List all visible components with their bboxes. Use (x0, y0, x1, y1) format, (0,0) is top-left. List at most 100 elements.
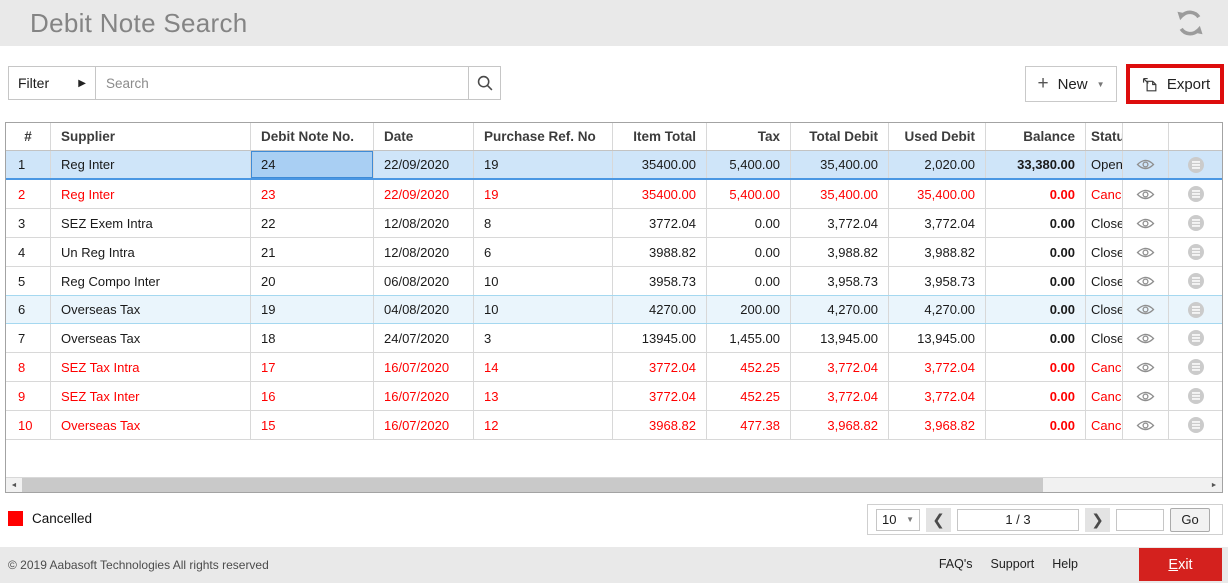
cell-status[interactable]: Closed (1086, 267, 1123, 295)
cell-status[interactable]: Closed (1086, 296, 1123, 323)
cell-purchase-ref[interactable]: 14 (474, 353, 613, 381)
table-row[interactable]: 10 Overseas Tax 15 16/07/2020 12 3968.82… (6, 411, 1222, 440)
cell-num[interactable]: 4 (6, 238, 51, 266)
horizontal-scrollbar[interactable]: ◄ ► (6, 477, 1222, 492)
cell-purchase-ref[interactable]: 6 (474, 238, 613, 266)
view-row-button[interactable] (1123, 180, 1169, 208)
cell-supplier[interactable]: SEZ Tax Inter (51, 382, 251, 410)
cell-item-total[interactable]: 3772.04 (613, 209, 707, 237)
footer-link-help[interactable]: Help (1052, 557, 1078, 571)
table-row[interactable]: 6 Overseas Tax 19 04/08/2020 10 4270.00 … (6, 295, 1222, 324)
col-header-item-total[interactable]: Item Total (613, 123, 707, 150)
cell-tax[interactable]: 0.00 (707, 209, 791, 237)
cell-supplier[interactable]: Reg Inter (51, 151, 251, 178)
view-row-button[interactable] (1123, 209, 1169, 237)
cell-status[interactable]: Cancelled (1086, 353, 1123, 381)
cell-total-debit[interactable]: 35,400.00 (791, 180, 889, 208)
cell-balance[interactable]: 0.00 (986, 353, 1086, 381)
cell-tax[interactable]: 200.00 (707, 296, 791, 323)
cell-balance[interactable]: 0.00 (986, 411, 1086, 439)
page-size-select[interactable]: 10 ▼ (876, 508, 920, 531)
cell-supplier[interactable]: SEZ Exem Intra (51, 209, 251, 237)
cell-status[interactable]: Cancelled (1086, 411, 1123, 439)
cell-num[interactable]: 10 (6, 411, 51, 439)
cell-total-debit[interactable]: 3,988.82 (791, 238, 889, 266)
table-row[interactable]: 9 SEZ Tax Inter 16 16/07/2020 13 3772.04… (6, 382, 1222, 411)
cell-num[interactable]: 8 (6, 353, 51, 381)
cell-purchase-ref[interactable]: 8 (474, 209, 613, 237)
cell-debit-note-no[interactable]: 24 (251, 151, 374, 178)
goto-page-input[interactable] (1116, 508, 1164, 531)
cell-supplier[interactable]: Overseas Tax (51, 324, 251, 352)
cell-supplier[interactable]: Reg Inter (51, 180, 251, 208)
table-row[interactable]: 8 SEZ Tax Intra 17 16/07/2020 14 3772.04… (6, 353, 1222, 382)
new-button[interactable]: + New ▼ (1025, 66, 1117, 102)
view-row-button[interactable] (1123, 411, 1169, 439)
cell-purchase-ref[interactable]: 19 (474, 180, 613, 208)
next-page-button[interactable]: ❯ (1085, 507, 1110, 532)
cell-status[interactable]: Open (1086, 151, 1123, 178)
row-actions-button[interactable] (1169, 382, 1222, 410)
table-row[interactable]: 3 SEZ Exem Intra 22 12/08/2020 8 3772.04… (6, 209, 1222, 238)
cell-item-total[interactable]: 4270.00 (613, 296, 707, 323)
cell-used-debit[interactable]: 3,772.04 (889, 382, 986, 410)
cell-total-debit[interactable]: 3,968.82 (791, 411, 889, 439)
view-row-button[interactable] (1123, 353, 1169, 381)
cell-supplier[interactable]: Reg Compo Inter (51, 267, 251, 295)
cell-num[interactable]: 5 (6, 267, 51, 295)
col-header-num[interactable]: # (6, 123, 51, 150)
cell-balance[interactable]: 33,380.00 (986, 151, 1086, 178)
view-row-button[interactable] (1123, 382, 1169, 410)
cell-purchase-ref[interactable]: 12 (474, 411, 613, 439)
cell-date[interactable]: 16/07/2020 (374, 382, 474, 410)
cell-purchase-ref[interactable]: 19 (474, 151, 613, 178)
cell-total-debit[interactable]: 13,945.00 (791, 324, 889, 352)
cell-purchase-ref[interactable]: 13 (474, 382, 613, 410)
cell-used-debit[interactable]: 3,968.82 (889, 411, 986, 439)
footer-link-support[interactable]: Support (990, 557, 1035, 571)
cell-tax[interactable]: 5,400.00 (707, 151, 791, 178)
cell-total-debit[interactable]: 3,958.73 (791, 267, 889, 295)
cell-item-total[interactable]: 3958.73 (613, 267, 707, 295)
cell-supplier[interactable]: Overseas Tax (51, 296, 251, 323)
view-row-button[interactable] (1123, 267, 1169, 295)
cell-used-debit[interactable]: 3,772.04 (889, 353, 986, 381)
cell-used-debit[interactable]: 4,270.00 (889, 296, 986, 323)
col-header-supplier[interactable]: Supplier (51, 123, 251, 150)
search-input[interactable] (95, 66, 469, 100)
filter-button[interactable]: Filter ▶ (8, 66, 96, 100)
cell-total-debit[interactable]: 35,400.00 (791, 151, 889, 178)
cell-status[interactable]: Closed (1086, 324, 1123, 352)
cell-date[interactable]: 16/07/2020 (374, 353, 474, 381)
cell-tax[interactable]: 452.25 (707, 353, 791, 381)
cell-total-debit[interactable]: 3,772.04 (791, 353, 889, 381)
table-row[interactable]: 2 Reg Inter 23 22/09/2020 19 35400.00 5,… (6, 180, 1222, 209)
cell-supplier[interactable]: Overseas Tax (51, 411, 251, 439)
cell-used-debit[interactable]: 35,400.00 (889, 180, 986, 208)
cell-purchase-ref[interactable]: 3 (474, 324, 613, 352)
cell-used-debit[interactable]: 2,020.00 (889, 151, 986, 178)
cell-purchase-ref[interactable]: 10 (474, 296, 613, 323)
cell-balance[interactable]: 0.00 (986, 209, 1086, 237)
col-header-total-debit[interactable]: Total Debit (791, 123, 889, 150)
cell-item-total[interactable]: 35400.00 (613, 180, 707, 208)
cell-supplier[interactable]: Un Reg Intra (51, 238, 251, 266)
col-header-balance[interactable]: Balance (986, 123, 1086, 150)
cell-debit-note-no[interactable]: 15 (251, 411, 374, 439)
cell-tax[interactable]: 5,400.00 (707, 180, 791, 208)
scrollbar-track[interactable] (1043, 478, 1206, 492)
cell-item-total[interactable]: 13945.00 (613, 324, 707, 352)
cell-debit-note-no[interactable]: 20 (251, 267, 374, 295)
table-row[interactable]: 7 Overseas Tax 18 24/07/2020 3 13945.00 … (6, 324, 1222, 353)
cell-date[interactable]: 22/09/2020 (374, 151, 474, 178)
cell-num[interactable]: 6 (6, 296, 51, 323)
cell-balance[interactable]: 0.00 (986, 238, 1086, 266)
row-actions-button[interactable] (1169, 238, 1222, 266)
cell-supplier[interactable]: SEZ Tax Intra (51, 353, 251, 381)
cell-debit-note-no[interactable]: 16 (251, 382, 374, 410)
col-header-tax[interactable]: Tax (707, 123, 791, 150)
cell-num[interactable]: 2 (6, 180, 51, 208)
row-actions-button[interactable] (1169, 324, 1222, 352)
cell-tax[interactable]: 452.25 (707, 382, 791, 410)
exit-button[interactable]: Exit (1139, 548, 1222, 581)
